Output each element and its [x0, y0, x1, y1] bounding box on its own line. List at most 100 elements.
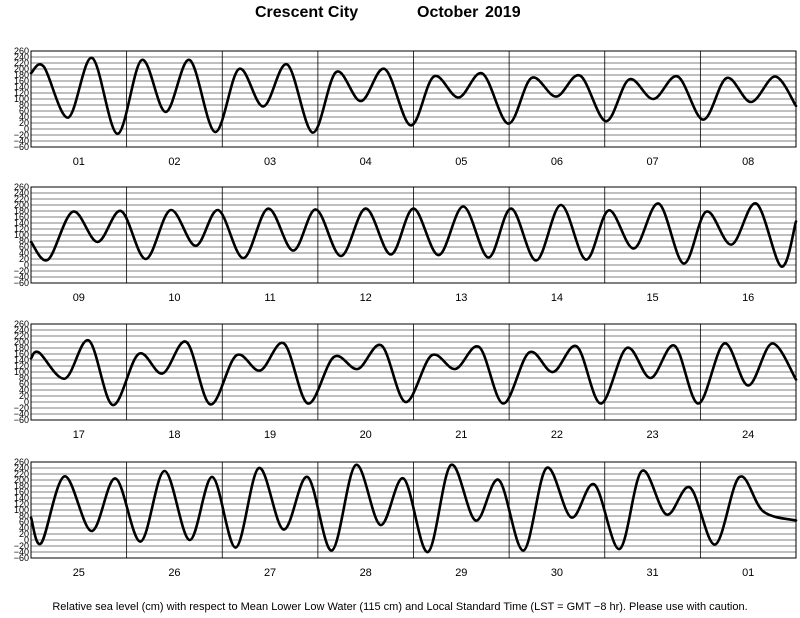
- y-tick-label: 0: [24, 397, 29, 407]
- y-tick-label: 20: [19, 254, 29, 264]
- y-tick-label: 0: [24, 260, 29, 270]
- day-label: 04: [360, 156, 372, 168]
- month-label: October: [417, 4, 479, 21]
- y-tick-label: 260: [14, 46, 29, 56]
- y-tick-label: 40: [19, 112, 29, 122]
- y-tick-label: 240: [14, 463, 29, 473]
- day-label: 21: [455, 429, 467, 441]
- y-tick-label: 220: [14, 58, 29, 68]
- tide-curve: [29, 463, 798, 554]
- day-label: 02: [168, 156, 180, 168]
- day-label: 31: [646, 567, 658, 579]
- tide-curve: [29, 56, 798, 136]
- day-label: 12: [360, 292, 372, 304]
- y-tick-label: 200: [14, 475, 29, 485]
- y-tick-label: 40: [19, 248, 29, 258]
- y-tick-label: 140: [14, 218, 29, 228]
- y-tick-label: 160: [14, 487, 29, 497]
- panel-frame: [30, 186, 797, 284]
- y-tick-label: 180: [14, 206, 29, 216]
- y-tick-label: 140: [14, 82, 29, 92]
- y-tick-label: 100: [14, 367, 29, 377]
- y-tick-label: 20: [19, 391, 29, 401]
- y-tick-label: 260: [14, 457, 29, 467]
- y-tick-label: 140: [14, 355, 29, 365]
- y-tick-label: 120: [14, 361, 29, 371]
- footer-note: Relative sea level (cm) with respect to …: [52, 601, 748, 613]
- day-label: 01: [742, 567, 754, 579]
- y-tick-label: 60: [19, 517, 29, 527]
- day-label: 18: [168, 429, 180, 441]
- y-tick-label: 40: [19, 523, 29, 533]
- y-tick-label: 200: [14, 200, 29, 210]
- panel-frame: [30, 461, 797, 559]
- y-tick-label: 220: [14, 469, 29, 479]
- y-tick-label: −60: [14, 415, 29, 425]
- y-tick-label: 180: [14, 343, 29, 353]
- day-label: 06: [551, 156, 563, 168]
- y-tick-label: 0: [24, 124, 29, 134]
- y-tick-label: −20: [14, 130, 29, 140]
- tide-curve: [29, 202, 798, 268]
- y-tick-label: −60: [14, 553, 29, 563]
- day-label: 01: [73, 156, 85, 168]
- y-tick-label: −60: [14, 278, 29, 288]
- day-label: 19: [264, 429, 276, 441]
- day-label: 24: [742, 429, 754, 441]
- y-tick-label: −40: [14, 272, 29, 282]
- day-label: 15: [646, 292, 658, 304]
- day-label: 29: [455, 567, 467, 579]
- y-tick-label: 60: [19, 106, 29, 116]
- y-tick-label: 120: [14, 499, 29, 509]
- day-label: 28: [360, 567, 372, 579]
- y-tick-label: 160: [14, 76, 29, 86]
- y-tick-label: −20: [14, 403, 29, 413]
- y-tick-label: −60: [14, 142, 29, 152]
- y-tick-label: 260: [14, 319, 29, 329]
- y-tick-label: 240: [14, 188, 29, 198]
- day-label: 26: [168, 567, 180, 579]
- day-label: 10: [168, 292, 180, 304]
- tide-panel-4: 260240220200180160140120100806040200−20−…: [14, 457, 798, 579]
- y-tick-label: 40: [19, 385, 29, 395]
- y-tick-label: 180: [14, 70, 29, 80]
- day-label: 22: [551, 429, 563, 441]
- y-tick-label: −40: [14, 409, 29, 419]
- y-tick-label: 100: [14, 230, 29, 240]
- y-tick-label: 20: [19, 118, 29, 128]
- y-tick-label: −20: [14, 541, 29, 551]
- y-tick-label: 200: [14, 337, 29, 347]
- y-tick-label: 140: [14, 493, 29, 503]
- y-tick-label: 240: [14, 52, 29, 62]
- y-tick-label: 80: [19, 236, 29, 246]
- day-label: 13: [455, 292, 467, 304]
- y-tick-label: 0: [24, 535, 29, 545]
- tide-panel-1: 260240220200180160140120100806040200−20−…: [14, 46, 798, 168]
- day-label: 05: [455, 156, 467, 168]
- day-label: 14: [551, 292, 563, 304]
- y-tick-label: 240: [14, 325, 29, 335]
- y-tick-label: 100: [14, 505, 29, 515]
- y-tick-label: 60: [19, 379, 29, 389]
- day-label: 11: [264, 292, 275, 304]
- y-tick-label: 260: [14, 182, 29, 192]
- y-tick-label: 60: [19, 242, 29, 252]
- day-label: 09: [73, 292, 85, 304]
- chart-title: Crescent City October 2019: [0, 4, 800, 26]
- y-tick-label: 80: [19, 373, 29, 383]
- day-label: 17: [73, 429, 85, 441]
- y-tick-label: 120: [14, 224, 29, 234]
- tide-chart: 260240220200180160140120100806040200−20−…: [14, 46, 798, 579]
- day-label: 16: [742, 292, 754, 304]
- y-tick-label: 200: [14, 64, 29, 74]
- day-label: 30: [551, 567, 563, 579]
- y-tick-label: 100: [14, 94, 29, 104]
- day-label: 20: [360, 429, 372, 441]
- y-tick-label: −20: [14, 266, 29, 276]
- y-tick-label: 220: [14, 331, 29, 341]
- y-tick-label: 220: [14, 194, 29, 204]
- y-tick-label: 80: [19, 100, 29, 110]
- y-tick-label: −40: [14, 547, 29, 557]
- tide-curve: [29, 339, 798, 407]
- y-tick-label: 80: [19, 511, 29, 521]
